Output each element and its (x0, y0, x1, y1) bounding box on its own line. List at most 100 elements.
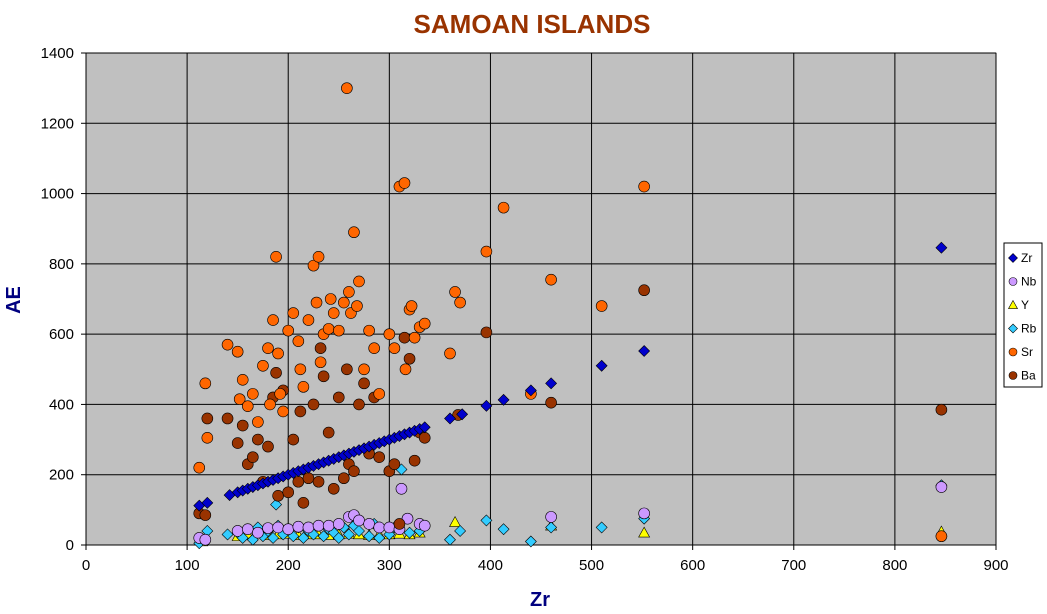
x-tick-label: 600 (680, 557, 705, 574)
point-sr (193, 461, 206, 474)
point-ba (338, 472, 350, 485)
point-sr (338, 296, 350, 309)
point-ba (317, 370, 330, 383)
series-sr (193, 82, 948, 543)
y-tick-label: 0 (66, 537, 74, 554)
point-ba (231, 437, 244, 449)
point-nb (373, 521, 386, 534)
series-nb (193, 481, 948, 546)
point-zr (497, 393, 510, 406)
point-sr (327, 307, 340, 319)
y-tick-label: 1200 (41, 115, 74, 132)
series-ba (193, 284, 948, 530)
point-sr (302, 314, 315, 326)
point-sr (405, 300, 418, 312)
point-sr (282, 324, 295, 337)
point-sr (314, 356, 327, 369)
point-zr (201, 496, 214, 509)
point-ba (236, 419, 249, 432)
y-axis-title: AE (3, 286, 25, 314)
legend-label: Zr (1021, 251, 1032, 265)
x-tick-label: 800 (882, 557, 907, 574)
point-rb (342, 528, 355, 541)
point-ba (201, 412, 214, 425)
point-sr (363, 324, 375, 337)
legend-marker-ba (1008, 371, 1018, 380)
point-sr (351, 300, 363, 312)
point-rb (454, 525, 467, 537)
point-nb (241, 523, 254, 535)
point-sr (312, 251, 325, 263)
legend-item-zr: Zr (1008, 251, 1032, 265)
point-ba (418, 432, 431, 444)
point-sr (322, 323, 335, 335)
point-sr (358, 363, 370, 376)
point-sr (241, 400, 254, 412)
point-sr (418, 317, 431, 330)
legend-marker-sr (1008, 347, 1018, 357)
point-rb (270, 498, 283, 511)
point-nb (363, 518, 375, 530)
point-sr (454, 296, 466, 309)
point-nb (418, 519, 431, 532)
legend-item-sr: Sr (1008, 345, 1033, 359)
point-sr (267, 314, 279, 326)
point-sr (294, 363, 307, 376)
x-axis-title: Zr (530, 589, 550, 611)
point-ba (247, 451, 259, 463)
point-ba (307, 398, 320, 411)
y-axis-ticks: 0 200 400 600 800 1000 1200 1400 (41, 45, 86, 554)
point-sr (348, 226, 360, 239)
point-nb (262, 522, 274, 534)
legend-label: Ba (1021, 369, 1036, 383)
point-rb (497, 523, 510, 536)
plot-area (85, 52, 997, 546)
point-nb (353, 514, 365, 527)
point-sr (449, 286, 461, 298)
point-ba (393, 518, 406, 530)
point-nb (545, 511, 557, 523)
legend-label: Y (1021, 298, 1029, 312)
point-sr (398, 177, 411, 189)
point-ba (199, 509, 212, 521)
legend-marker-rb (1008, 323, 1018, 334)
point-sr (264, 398, 276, 411)
point-ba (388, 458, 401, 470)
point-sr (935, 530, 948, 543)
legend-box (1003, 242, 1043, 388)
point-ba (292, 475, 305, 488)
point-ba (353, 398, 365, 411)
point-sr (368, 342, 380, 355)
point-nb (199, 533, 212, 546)
point-sr (408, 331, 421, 344)
point-sr (221, 338, 234, 351)
point-sr (388, 342, 401, 355)
point-rb (267, 532, 279, 544)
point-nb (312, 519, 325, 532)
point-y (638, 526, 651, 538)
point-sr (272, 347, 284, 360)
point-sr (201, 432, 214, 444)
y-tick-label: 200 (49, 467, 74, 484)
x-tick-label: 900 (983, 557, 1008, 574)
point-rb (403, 526, 416, 539)
legend-label: Rb (1021, 322, 1037, 336)
point-ba (408, 454, 421, 467)
y-tick-label: 600 (49, 326, 74, 343)
point-nb (272, 521, 284, 534)
point-sr (497, 201, 510, 214)
point-ba (935, 403, 948, 416)
point-sr (257, 359, 269, 372)
point-y (449, 516, 462, 527)
point-nb (322, 519, 335, 532)
point-rb (524, 535, 537, 548)
point-sr (262, 342, 274, 355)
point-nb (935, 481, 948, 493)
point-ba (638, 284, 650, 297)
point-rb (297, 532, 310, 544)
point-sr (383, 328, 396, 340)
point-sr (270, 251, 282, 263)
point-ba (348, 465, 360, 478)
point-nb (383, 521, 396, 534)
point-zr (456, 408, 469, 421)
